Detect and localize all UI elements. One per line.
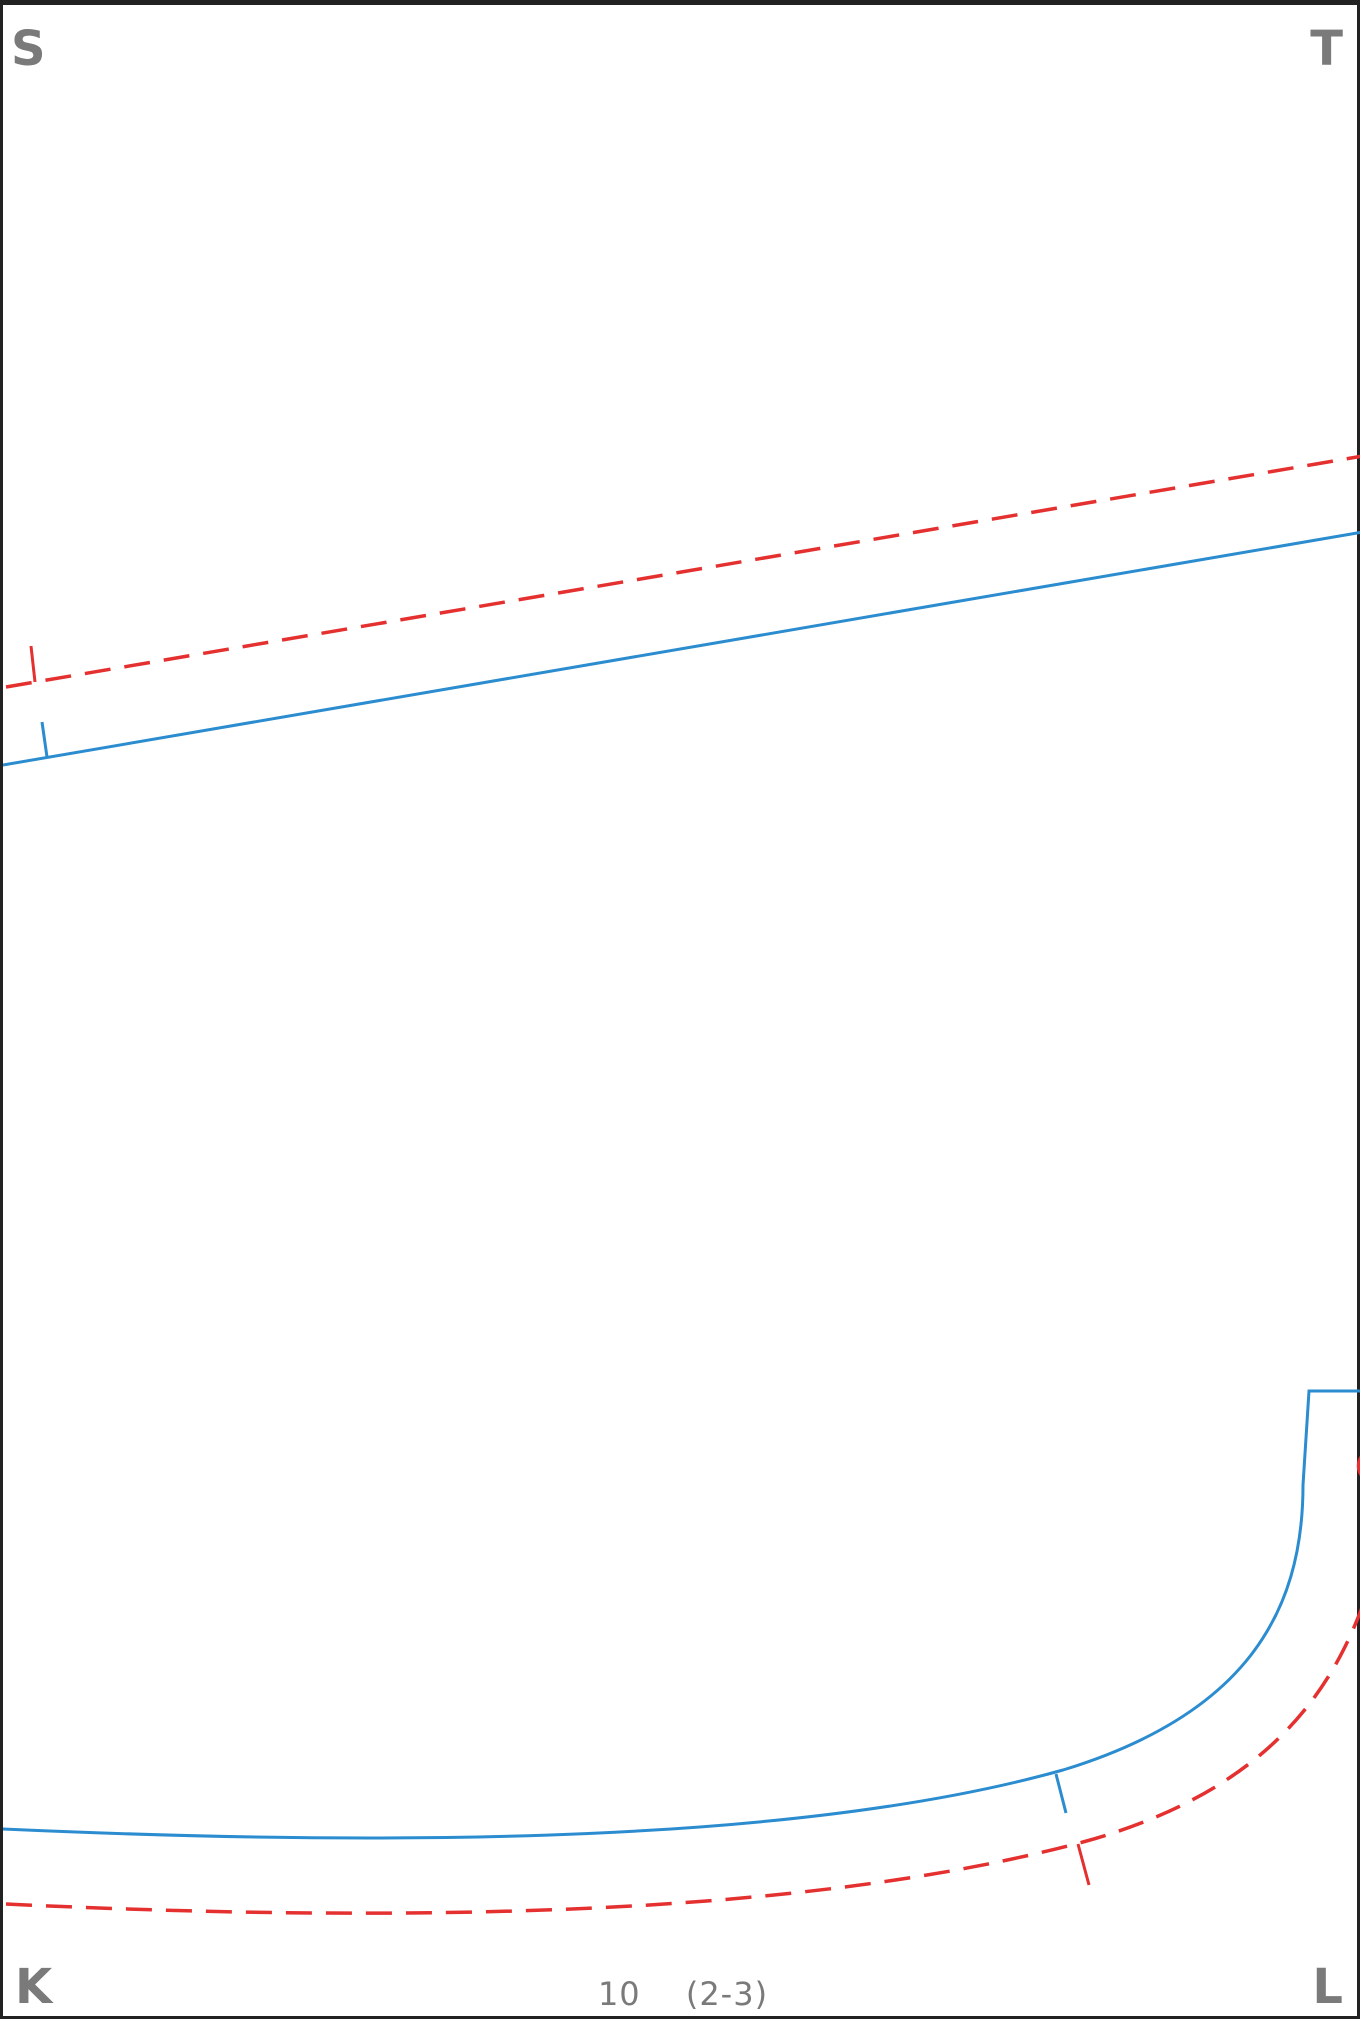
lower-cut-curve xyxy=(3,1391,1360,1838)
upper-seam-notch xyxy=(31,646,35,682)
corner-label-top-right: T xyxy=(1310,25,1343,73)
lower-seam-allowance-curve xyxy=(6,1605,1360,1913)
upper-seam-allowance-line xyxy=(6,456,1360,687)
lower-cut-notch xyxy=(1056,1774,1066,1813)
page-footer-label: 10 (2-3) xyxy=(3,1975,1360,2013)
grid-reference: (2-3) xyxy=(686,1975,768,2013)
page-number: 10 xyxy=(598,1975,641,2013)
upper-cut-line xyxy=(3,532,1360,765)
upper-cut-notch xyxy=(42,722,47,757)
pattern-lines xyxy=(3,5,1360,2024)
lower-seam-notch xyxy=(1078,1844,1089,1885)
corner-label-top-left: S xyxy=(11,25,46,73)
